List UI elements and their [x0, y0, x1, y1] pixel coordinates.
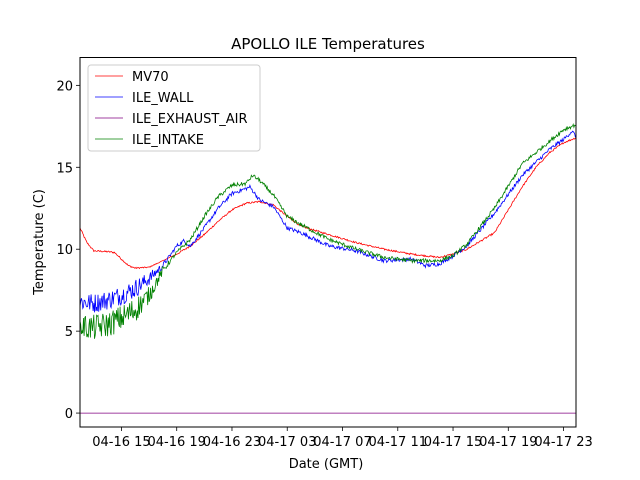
legend-item: ILE_WALL: [95, 91, 194, 106]
legend-item: ILE_EXHAUST_AIR: [95, 112, 248, 127]
x-axis-label: Date (GMT): [289, 457, 364, 472]
legend-label: ILE_INTAKE: [132, 133, 204, 148]
legend-item: MV70: [95, 70, 169, 85]
legend-label: MV70: [132, 70, 169, 85]
chart-title: APOLLO ILE Temperatures: [231, 35, 425, 53]
y-tick-label: 5: [65, 325, 73, 340]
x-tick-label: 04-17 23: [534, 435, 592, 450]
series-line-mv70: [80, 137, 576, 270]
legend-label: ILE_WALL: [132, 91, 194, 106]
y-tick-label: 0: [65, 407, 73, 422]
legend-label: ILE_EXHAUST_AIR: [132, 112, 248, 127]
y-tick-label: 15: [56, 161, 73, 176]
y-tick-label: 10: [56, 243, 73, 258]
x-tick-label: 04-17 19: [479, 435, 537, 450]
x-tick-label: 04-17 07: [313, 435, 371, 450]
legend-frame: [87, 64, 261, 152]
x-tick-label: 04-17 11: [369, 435, 427, 450]
legend-item: ILE_INTAKE: [95, 133, 204, 148]
x-tick-label: 04-16 23: [203, 435, 261, 450]
x-tick-label: 04-16 15: [92, 435, 150, 450]
x-tick-label: 04-16 19: [147, 435, 205, 450]
y-tick-label: 20: [56, 79, 73, 94]
y-axis-label: Temperature (C): [32, 189, 47, 296]
legend: MV70 ILE_WALL ILE_EXHAUST_AIR ILE_INTAKE: [87, 64, 261, 152]
plot-frame: [79, 57, 577, 428]
x-tick-label: 04-17 15: [424, 435, 482, 450]
series-layer: [80, 122, 576, 414]
y-axis: 0 5 10 15 20: [56, 79, 80, 422]
series-line-ile-intake: [80, 122, 576, 339]
x-tick-label: 04-17 03: [258, 435, 316, 450]
